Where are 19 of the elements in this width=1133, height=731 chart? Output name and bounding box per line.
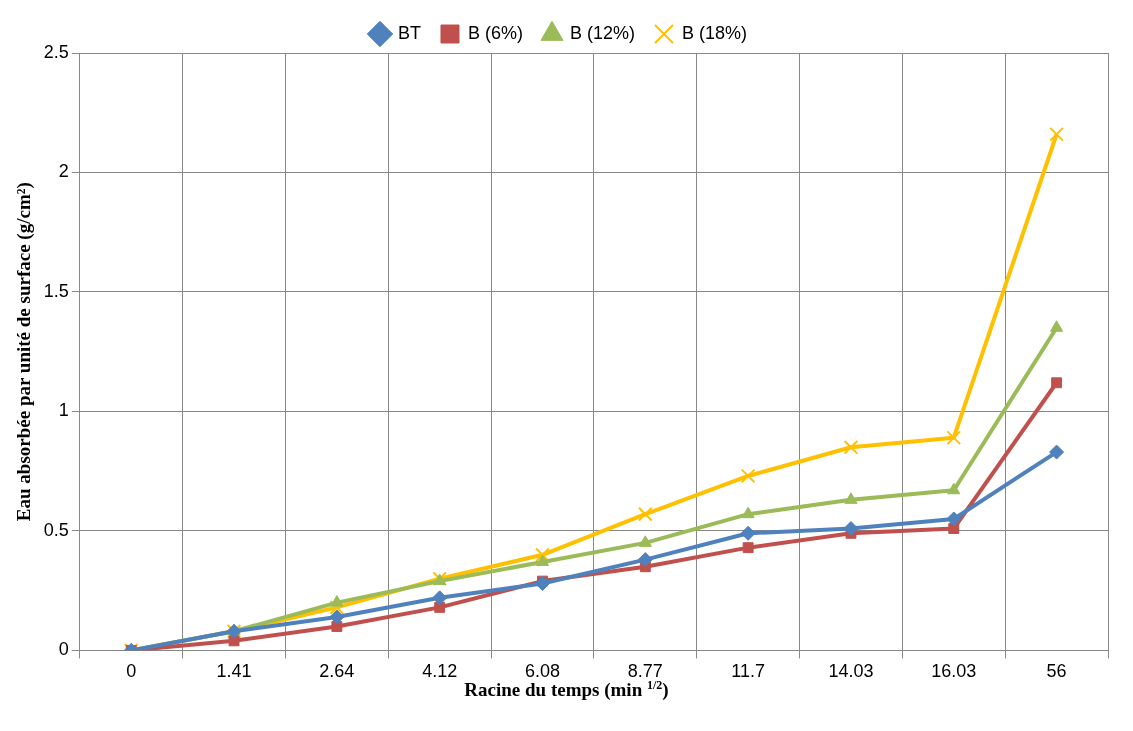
x-tick-label: 16.03: [931, 661, 977, 682]
legend-label: B (18%): [682, 22, 748, 43]
x-tick-label: 1.41: [216, 661, 252, 682]
y-tick-label: 2.5: [43, 41, 69, 62]
x-tick-label: 0: [126, 661, 137, 682]
y-tick-label: 2: [58, 161, 69, 182]
legend-label: B (12%): [569, 22, 636, 43]
x-tick-label: 56: [1046, 661, 1067, 682]
legend-label: BT: [397, 22, 421, 43]
legend-label: B (6%): [467, 22, 523, 43]
y-tick-label: 1.5: [43, 280, 69, 301]
x-tick-label: 11.7: [731, 661, 765, 682]
x-tick-label: 2.64: [319, 661, 355, 682]
y-tick-label: 0: [58, 639, 69, 660]
y-axis-title: Eau absorbée par unité de surface (g/cm²): [13, 182, 36, 522]
x-tick-label: 14.03: [828, 661, 874, 682]
x-tick-label: 4.12: [422, 661, 458, 682]
y-tick-label: 0.5: [43, 519, 69, 540]
y-tick-label: 1: [58, 400, 69, 421]
